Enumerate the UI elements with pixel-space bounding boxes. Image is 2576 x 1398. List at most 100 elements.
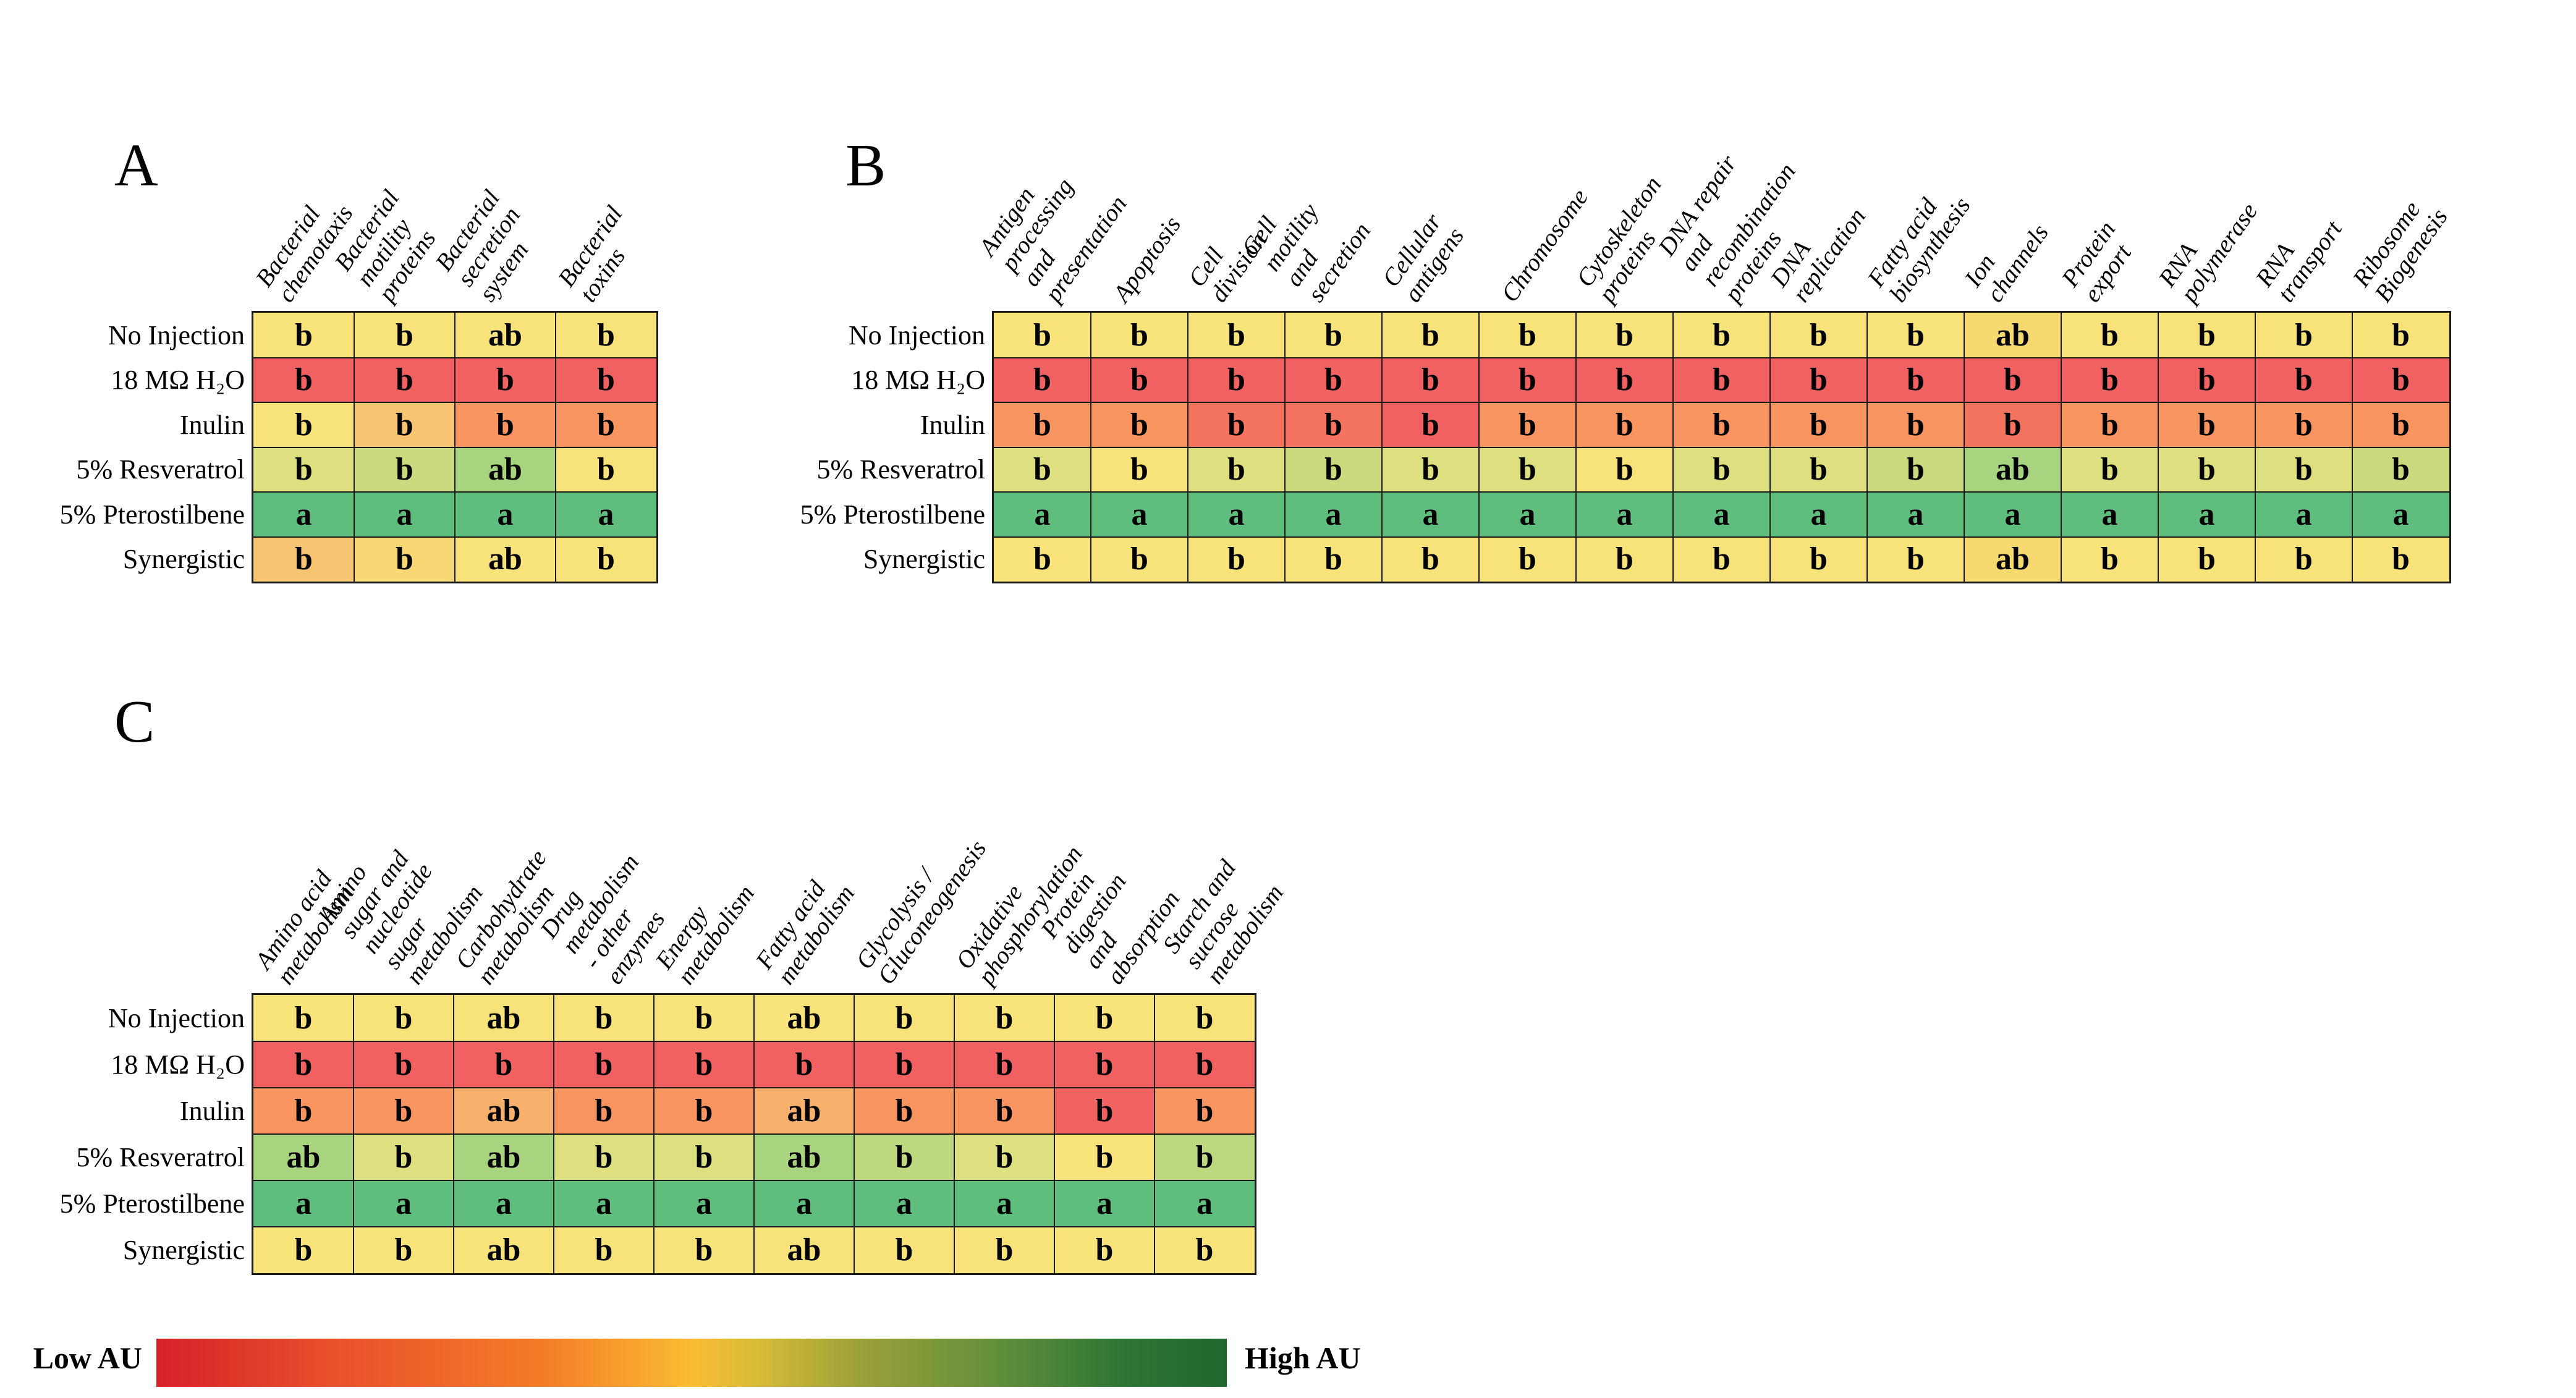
heatmap-cell-r5c10: a: [1867, 492, 1964, 537]
heatmap-cell-r1c13: b: [2158, 313, 2255, 358]
grid-line: [994, 491, 2449, 493]
heatmap-cell-r2c3: b: [454, 1041, 554, 1088]
heatmap-cell-r5c11: a: [1964, 492, 2061, 537]
heatmap-cell-r6c10: b: [1867, 536, 1964, 582]
heatmap-cell-r3c4: b: [1285, 402, 1382, 447]
panel-label-b: B: [845, 132, 886, 199]
heatmap-cell-r3c6: ab: [754, 1088, 854, 1134]
column-header: Bacterial motility proteins: [328, 185, 441, 307]
heatmap-cell-r6c2: b: [354, 536, 455, 582]
heatmap-cell-r5c3: a: [455, 492, 556, 537]
heatmap-cell-r2c9: b: [1054, 1041, 1155, 1088]
heatmap-cell-r1c10: b: [1867, 313, 1964, 358]
heatmap-cell-r1c9: b: [1770, 313, 1867, 358]
heatmap-cell-r5c9: a: [1770, 492, 1867, 537]
heatmap-cell-r6c1: b: [253, 536, 354, 582]
column-header: Ribosome Biogenesis: [2346, 195, 2453, 307]
heatmap-cell-r2c2: b: [354, 357, 455, 402]
heatmap-cell-r4c12: b: [2061, 447, 2158, 492]
heatmap-cell-r3c15: b: [2352, 402, 2449, 447]
heatmap-cell-r3c1: b: [253, 402, 354, 447]
heatmap-cell-r5c4: a: [554, 1180, 654, 1227]
heatmap-cell-r3c6: b: [1479, 402, 1576, 447]
heatmap-cell-r4c3: ab: [455, 447, 556, 492]
heatmap-cell-r5c1: a: [994, 492, 1091, 537]
row-label: Inulin: [179, 1096, 245, 1126]
row-label: 18 MΩ H₂O: [111, 1049, 245, 1080]
heatmap-cell-r4c3: b: [1188, 447, 1285, 492]
table-border: [992, 311, 2451, 583]
heatmap-cell-r3c1: b: [253, 1088, 354, 1134]
heatmap-cell-r5c5: a: [654, 1180, 754, 1227]
heatmap-cell-r3c8: b: [954, 1088, 1054, 1134]
heatmap-cell-r5c6: a: [754, 1180, 854, 1227]
heatmap-cell-r5c3: a: [1188, 492, 1285, 537]
grid-line: [994, 402, 2449, 403]
row-label: 5% Resveratrol: [76, 454, 245, 485]
heatmap-cell-r5c3: a: [454, 1180, 554, 1227]
heatmap-cell-r5c7: a: [854, 1180, 954, 1227]
heatmap-cell-r6c9: b: [1770, 536, 1867, 582]
heatmap-cell-r1c4: b: [1285, 313, 1382, 358]
column-header: Starch and sucrose metabolism: [1157, 855, 1289, 989]
heatmap-cell-r1c8: b: [1673, 313, 1770, 358]
heatmap-cell-r5c4: a: [1285, 492, 1382, 537]
row-label: Inulin: [179, 409, 245, 440]
heatmap-cell-r2c8: b: [954, 1041, 1054, 1088]
heatmap-cell-r4c7: b: [854, 1134, 954, 1180]
color-gradient-bar: [156, 1339, 1227, 1387]
heatmap-cell-r5c1: a: [253, 492, 354, 537]
heatmap-cell-r6c3: b: [1188, 536, 1285, 582]
heatmap-cell-r2c6: b: [1479, 357, 1576, 402]
heatmap-cell-r3c5: b: [1382, 402, 1479, 447]
heatmap-cell-r4c4: b: [554, 1134, 654, 1180]
heatmap-cell-r4c6: b: [1479, 447, 1576, 492]
heatmap-cell-r6c14: b: [2255, 536, 2352, 582]
heatmap-cell-r1c1: b: [253, 313, 354, 358]
heatmap-cell-r6c1: b: [994, 536, 1091, 582]
heatmap-cell-r2c7: b: [854, 1041, 954, 1088]
heatmap-cell-r1c4: b: [554, 995, 654, 1041]
heatmap-cell-r4c15: b: [2352, 447, 2449, 492]
heatmap-cell-r2c4: b: [554, 1041, 654, 1088]
heatmap-cell-r6c4: b: [554, 1227, 654, 1273]
grid-line: [994, 536, 2449, 538]
heatmap-cell-r5c13: a: [2158, 492, 2255, 537]
row-label: Synergistic: [863, 544, 985, 575]
grid-line: [253, 1226, 1255, 1227]
heatmap-cell-r3c1: b: [994, 402, 1091, 447]
heatmap-cell-r1c14: b: [2255, 313, 2352, 358]
heatmap-cell-r4c14: b: [2255, 447, 2352, 492]
heatmap-cell-r1c3: b: [1188, 313, 1285, 358]
heatmap-cell-r2c6: b: [754, 1041, 854, 1088]
heatmap-cell-r4c6: ab: [754, 1134, 854, 1180]
heatmap-cell-r3c2: b: [1091, 402, 1188, 447]
heatmap-cell-r2c1: b: [253, 357, 354, 402]
panel-label-c: C: [114, 688, 155, 755]
heatmap-cell-r1c12: b: [2061, 313, 2158, 358]
grid-line: [253, 1133, 1255, 1135]
row-label: 5% Resveratrol: [816, 454, 985, 485]
heatmap-cell-r5c8: a: [1673, 492, 1770, 537]
heatmap-cell-r4c5: b: [654, 1134, 754, 1180]
heatmap-cell-r5c12: a: [2061, 492, 2158, 537]
heatmap-cell-r2c10: b: [1155, 1041, 1255, 1088]
heatmap-cell-r6c11: ab: [1964, 536, 2061, 582]
heatmap-cell-r2c8: b: [1673, 357, 1770, 402]
heatmap-cell-r6c2: b: [1091, 536, 1188, 582]
legend-low-label: Low AU: [33, 1341, 142, 1375]
column-header: Cellular antigens: [1376, 208, 1469, 307]
column-header: RNA polymerase: [2152, 197, 2263, 307]
heatmap-cell-r2c7: b: [1576, 357, 1673, 402]
heatmap-cell-r4c2: b: [1091, 447, 1188, 492]
heatmap-cell-r2c1: b: [253, 1041, 354, 1088]
heatmap-cell-r4c3: ab: [454, 1134, 554, 1180]
heatmap-cell-r1c6: ab: [754, 995, 854, 1041]
grid-line: [994, 357, 2449, 358]
heatmap-cell-r1c1: b: [994, 313, 1091, 358]
heatmap-cell-r5c1: a: [253, 1180, 354, 1227]
heatmap-cell-r2c11: b: [1964, 357, 2061, 402]
heatmap-cell-r2c3: b: [1188, 357, 1285, 402]
column-header: Ion channels: [1958, 219, 2054, 307]
heatmap-cell-r6c3: ab: [455, 536, 556, 582]
